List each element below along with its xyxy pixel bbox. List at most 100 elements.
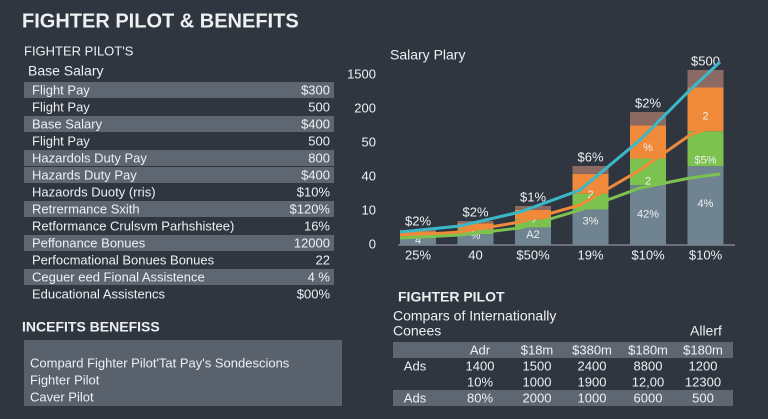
row-label: Retrermance Sxith bbox=[32, 201, 140, 216]
row-label: Ceguer eed Fional Assistence bbox=[32, 269, 205, 284]
row-value: $400 bbox=[301, 116, 330, 131]
table-cell: 12,00 bbox=[632, 374, 665, 389]
row-background bbox=[24, 201, 334, 217]
bar-inner-label: % bbox=[643, 142, 653, 154]
benefit-line: Compard Fighter Pilot'Tat Pay's Sondesci… bbox=[30, 355, 290, 370]
table-cell: 1400 bbox=[466, 358, 495, 373]
bar-inner-label: 3% bbox=[583, 216, 599, 228]
comparison-note: Allerf bbox=[690, 323, 722, 339]
row-label: Hazaords Duoty (rris) bbox=[32, 184, 156, 199]
chart-title: Salary Plary bbox=[390, 47, 465, 63]
header-cell: $180m bbox=[683, 342, 723, 357]
bar-segment bbox=[515, 209, 551, 220]
x-label: 25% bbox=[405, 247, 431, 262]
x-label: 19% bbox=[577, 247, 603, 262]
y-label: 200 bbox=[354, 100, 376, 115]
row-value: $00% bbox=[297, 286, 331, 301]
table-cell: 2400 bbox=[578, 358, 607, 373]
y-label: 50 bbox=[362, 134, 376, 149]
bar-segment bbox=[572, 209, 609, 245]
table-cell: 2000 bbox=[523, 390, 552, 405]
benefits-box bbox=[24, 340, 342, 406]
row-label: Retformance Crulsvm Parhshistee) bbox=[32, 218, 234, 233]
row-label: Hazardols Duty Pay bbox=[32, 150, 147, 165]
bar-top-label: $500 bbox=[691, 53, 720, 68]
table-cell: 80% bbox=[467, 390, 493, 405]
table-cell: 8800 bbox=[634, 358, 663, 373]
benefit-line: Caver Pilot bbox=[30, 389, 94, 404]
header-cell: $180m bbox=[628, 342, 668, 357]
row-label: Ads bbox=[404, 358, 427, 373]
x-label: 40 bbox=[468, 247, 482, 262]
row-label: Perfocmational Bonues Bonues bbox=[32, 252, 215, 267]
y-label: 40 bbox=[362, 168, 376, 183]
row-label: Ads bbox=[404, 390, 427, 405]
trend-orange bbox=[399, 122, 721, 238]
row-value: $400 bbox=[301, 167, 330, 182]
bar-inner-label: 2 bbox=[530, 216, 536, 228]
header-cell: $380m bbox=[572, 342, 612, 357]
x-label: $10% bbox=[631, 247, 665, 262]
row-value: $10% bbox=[297, 184, 331, 199]
bar-segment bbox=[457, 234, 494, 245]
bar-segment bbox=[515, 227, 551, 245]
row-label: Flight Pay bbox=[32, 99, 90, 114]
bar-segment bbox=[400, 238, 436, 245]
bar-inner-label: 42% bbox=[637, 209, 659, 221]
row-background bbox=[393, 390, 733, 406]
row-background bbox=[24, 269, 334, 285]
row-background bbox=[24, 116, 334, 132]
row-background bbox=[24, 167, 334, 183]
bar-top-label: $6% bbox=[577, 149, 603, 164]
row-background bbox=[24, 82, 334, 98]
bar-segment bbox=[572, 166, 609, 174]
row-value: $120% bbox=[290, 201, 331, 216]
row-label: Base Salary bbox=[32, 116, 103, 131]
bar-top-label: $2% bbox=[462, 204, 488, 219]
bar-inner-label: 4% bbox=[698, 198, 714, 210]
row-label: Hazards Duty Pay bbox=[32, 167, 137, 182]
row-value: 16% bbox=[304, 218, 330, 233]
table-cell: 1500 bbox=[523, 358, 552, 373]
row-label: Flight Pay bbox=[32, 133, 90, 148]
bar-segment bbox=[630, 185, 666, 245]
bar-segment bbox=[457, 223, 494, 230]
bar-inner-label: 4 bbox=[415, 234, 421, 246]
table-cell: 12300 bbox=[685, 374, 721, 389]
bar-inner-label: 2 bbox=[645, 175, 651, 187]
bar-inner-label: 2 bbox=[587, 189, 593, 201]
x-label: $10% bbox=[689, 247, 723, 262]
table-cell: 6000 bbox=[634, 390, 663, 405]
trend-green bbox=[399, 172, 721, 240]
header-background bbox=[393, 342, 733, 358]
bar-top-label: $2% bbox=[405, 213, 431, 228]
bar-top-label: $2% bbox=[635, 95, 661, 110]
comparison-heading: FIGHTER PILOT bbox=[398, 289, 505, 305]
row-label: Educational Assistencs bbox=[32, 286, 165, 301]
left-subheading: Base Salary bbox=[28, 63, 103, 79]
y-label: 1500 bbox=[347, 66, 376, 81]
trend-teal bbox=[399, 60, 722, 234]
row-background bbox=[24, 150, 334, 166]
header-cell: Adr bbox=[470, 342, 491, 357]
row-background bbox=[24, 235, 334, 251]
y-label: 10 bbox=[362, 202, 376, 217]
table-cell: 1900 bbox=[578, 374, 607, 389]
bar-segment bbox=[687, 131, 724, 167]
row-value: $300 bbox=[301, 82, 330, 97]
bar-segment bbox=[687, 166, 724, 245]
table-cell: 1200 bbox=[689, 358, 718, 373]
page-title: FIGHTER PILOT & BENEFITS bbox=[22, 10, 299, 32]
table-cell: 10% bbox=[467, 374, 493, 389]
row-value: 22 bbox=[316, 252, 330, 267]
table-cell: 500 bbox=[692, 390, 714, 405]
row-label: Peffonance Bonues bbox=[32, 235, 146, 250]
table-cell: 1000 bbox=[578, 390, 607, 405]
table-cell: 1000 bbox=[523, 374, 552, 389]
row-value: 500 bbox=[308, 133, 330, 148]
comparison-subtitle: Conees bbox=[393, 323, 441, 339]
row-label: Flight Pay bbox=[32, 82, 90, 97]
bar-inner-label: % bbox=[471, 230, 481, 242]
bar-segment bbox=[687, 70, 724, 88]
